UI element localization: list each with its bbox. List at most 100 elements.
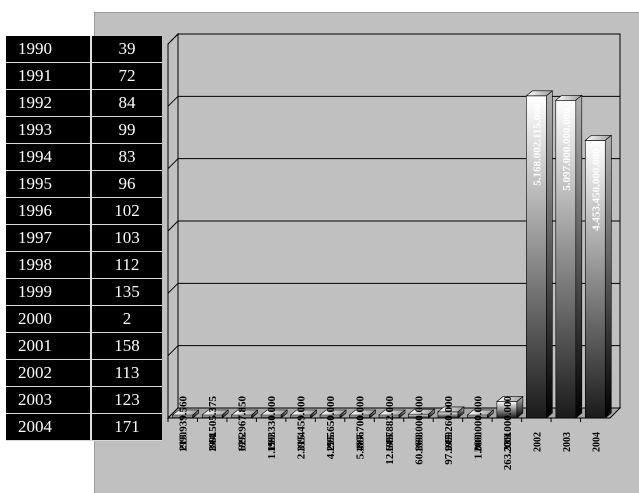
table-row: 2001 158 <box>6 332 162 360</box>
table-row: 2004 171 <box>6 413 162 441</box>
bar-2001 <box>496 395 524 419</box>
x-tick-label: 2004 <box>591 432 602 452</box>
data-label: 2.315.459.000 <box>296 396 308 460</box>
bar-1993 <box>260 409 288 419</box>
bar-1990 <box>171 409 200 419</box>
bar-2003 <box>554 94 583 419</box>
value-cell: 103 <box>91 224 162 252</box>
data-label: 60.860.000.000 <box>413 396 425 465</box>
bar-side <box>192 409 200 419</box>
value-cell: 102 <box>91 197 162 225</box>
data-label: 5.487.700.000 <box>355 396 367 460</box>
x-tick-label: 2001 <box>503 432 514 452</box>
x-tick-label: 2000 <box>473 432 484 452</box>
value-cell: 158 <box>91 332 162 360</box>
bar-1991 <box>201 409 230 419</box>
year-cell: 1999 <box>6 278 92 306</box>
bar-side <box>428 408 435 419</box>
bar-1997 <box>378 409 406 419</box>
bar-side <box>369 409 376 419</box>
year-cell: 1997 <box>6 224 92 252</box>
value-cell: 112 <box>91 251 162 279</box>
bar-side <box>575 94 583 419</box>
bar-side <box>457 406 465 419</box>
table-row: 2002 113 <box>6 359 162 387</box>
bar-2004 <box>584 134 613 419</box>
bar-side <box>339 409 347 419</box>
value-cell: 39 <box>91 36 162 63</box>
data-label: 1.000.000.000 <box>472 396 484 460</box>
table-row: 1991 72 <box>6 62 162 90</box>
x-tick-label: 1991 <box>208 432 219 452</box>
table-row: 1992 84 <box>6 89 162 117</box>
x-tick-label: 1999 <box>444 432 455 452</box>
data-table: 1990 39 1991 72 1992 84 1993 99 1994 83 1995 96 1996… <box>6 36 162 441</box>
bar-side <box>251 409 258 419</box>
data-label: 97.945.260.000 <box>443 396 455 465</box>
table-row: 1997 103 <box>6 224 162 252</box>
table-row: 2000 2 <box>6 305 162 333</box>
year-cell: 2004 <box>6 413 92 441</box>
value-cell: 123 <box>91 386 162 414</box>
gridline-side <box>167 282 179 294</box>
gridline-side <box>167 158 179 170</box>
data-label: 1.190.330.000 <box>266 396 278 460</box>
value-cell: 83 <box>91 143 162 171</box>
year-cell: 1994 <box>6 143 92 171</box>
value-cell: 171 <box>91 413 162 441</box>
table-row: 1998 112 <box>6 251 162 279</box>
data-label: 344.505.375 <box>207 396 219 452</box>
bar-side <box>546 90 553 419</box>
data-label: 5.168.002.115.000 <box>531 103 543 185</box>
bar-2000 <box>466 409 495 419</box>
year-cell: 1992 <box>6 89 92 117</box>
bar-side <box>280 409 288 419</box>
table-row: 1999 135 <box>6 278 162 306</box>
year-cell: 2001 <box>6 332 92 360</box>
table-row: 1990 39 <box>6 36 162 63</box>
gridline-side <box>167 345 179 357</box>
x-tick-label: 1990 <box>179 432 190 452</box>
value-cell: 99 <box>91 116 162 144</box>
bar-side <box>487 409 494 419</box>
table-row: 1995 96 <box>6 170 162 198</box>
value-cell: 72 <box>91 62 162 90</box>
value-cell: 135 <box>91 278 162 306</box>
data-label: 263.339.000.000 <box>502 396 514 471</box>
x-tick-label: 1998 <box>414 432 425 452</box>
bar-1998 <box>407 408 436 419</box>
year-cell: 1995 <box>6 170 92 198</box>
bar-side <box>221 409 229 419</box>
gridline-side <box>167 95 179 107</box>
bar-side <box>398 409 406 419</box>
bar-side <box>516 395 524 419</box>
bar-1994 <box>289 409 318 419</box>
year-cell: 1996 <box>6 197 92 225</box>
x-tick-label: 1995 <box>326 432 337 452</box>
x-tick-label: 1992 <box>238 432 249 452</box>
data-label: 12.649.882.000 <box>384 396 396 465</box>
table-row: 1994 83 <box>6 143 162 171</box>
year-cell: 1990 <box>6 36 92 63</box>
x-tick-label: 2002 <box>532 432 543 452</box>
x-tick-label: 1996 <box>356 432 367 452</box>
bar-1996 <box>348 409 377 419</box>
x-tick-label: 2003 <box>562 432 573 452</box>
data-label: 4.295.650.000 <box>325 396 337 460</box>
value-cell: 84 <box>91 89 162 117</box>
year-cell: 1991 <box>6 62 92 90</box>
year-cell: 2000 <box>6 305 92 333</box>
value-cell: 96 <box>91 170 162 198</box>
table-row: 1996 102 <box>6 197 162 225</box>
year-cell: 1993 <box>6 116 92 144</box>
bar-side <box>604 134 612 419</box>
table-row: 2003 123 <box>6 386 162 414</box>
data-label: 625.967.850 <box>237 396 249 452</box>
value-cell: 113 <box>91 359 162 387</box>
table-row: 1993 99 <box>6 116 162 144</box>
year-cell: 1998 <box>6 251 92 279</box>
bar-2002 <box>525 90 554 419</box>
bar-side <box>310 409 317 419</box>
bar-1999 <box>437 406 465 419</box>
